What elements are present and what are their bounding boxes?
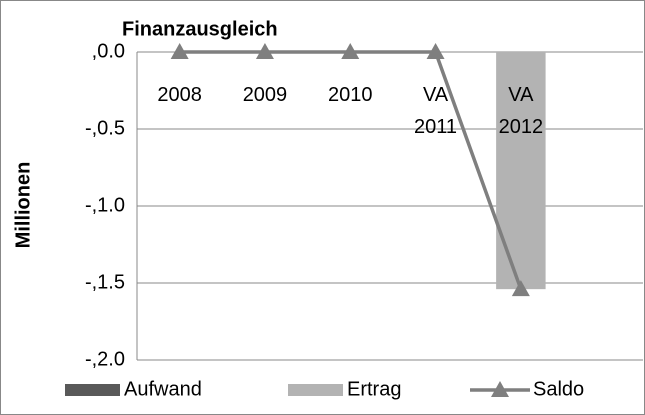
- y-tick-label: -,1.0: [85, 194, 125, 216]
- legend-label: Saldo: [533, 378, 584, 400]
- line-marker: [170, 43, 189, 59]
- x-tick-label: 2009: [242, 84, 288, 106]
- y-tick-label: -,1.5: [85, 271, 125, 293]
- x-tick-label: VA 2012: [498, 84, 544, 138]
- chart-title: Finanzausgleich: [122, 18, 278, 40]
- line-marker: [426, 43, 445, 59]
- legend-label: Ertrag: [347, 378, 401, 400]
- x-tick-label: VA 2011: [414, 84, 458, 138]
- y-tick-label: ,0.0: [92, 40, 125, 62]
- bar: [496, 52, 546, 290]
- line-marker: [341, 43, 360, 59]
- y-tick-label: -,2.0: [85, 348, 125, 370]
- x-tick-label: 2008: [157, 84, 202, 106]
- line-marker: [511, 280, 530, 297]
- y-tick-label: -,0.5: [85, 117, 125, 139]
- legend-swatch: [288, 384, 343, 396]
- legend-marker: [491, 381, 509, 397]
- line-marker: [255, 43, 274, 59]
- legend-swatch: [65, 384, 120, 396]
- legend-label: Aufwand: [124, 378, 202, 400]
- y-axis-label: Millionen: [12, 162, 34, 249]
- x-tick-label: 2010: [328, 84, 373, 106]
